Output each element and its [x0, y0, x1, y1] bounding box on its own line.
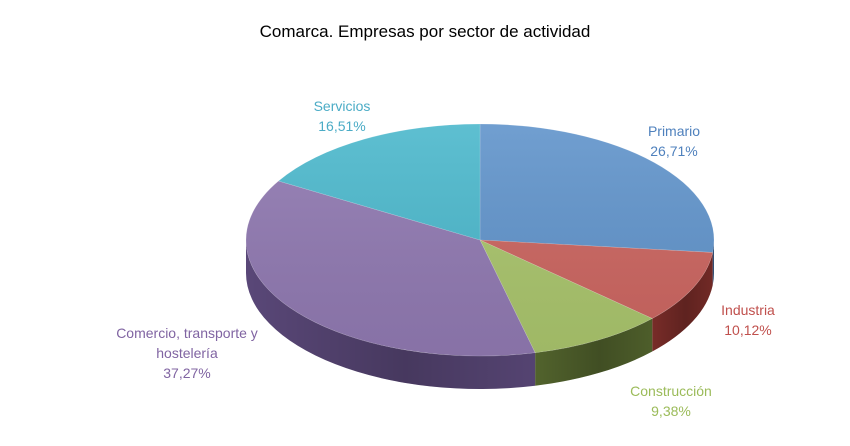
pie-sides — [246, 240, 714, 389]
data-label-comercio-transporte-y-hosteleria: Comercio, transporte y hostelería 37,27% — [116, 325, 258, 381]
chart-title: Comarca. Empresas por sector de activida… — [260, 22, 591, 41]
data-label-industria: Industria 10,12% — [721, 302, 775, 338]
data-label-value: 10,12% — [724, 322, 771, 338]
data-label-name: Comercio, transporte y — [116, 325, 258, 341]
data-label-name: Industria — [721, 302, 775, 318]
data-label-construccion: Construcción 9,38% — [630, 383, 712, 419]
data-label-value: 9,38% — [651, 403, 691, 419]
data-label-name: Construcción — [630, 383, 712, 399]
pie-side-shade-construccion — [535, 318, 653, 386]
pie-side-shade-primario — [712, 240, 714, 286]
data-label-name: Servicios — [314, 98, 371, 114]
data-label-value: 26,71% — [650, 143, 697, 159]
data-label-name: hostelería — [156, 345, 218, 361]
pie-labels: Primario 26,71% Industria 10,12% Construcció… — [116, 98, 775, 419]
pie-slices — [245, 123, 715, 357]
data-label-value: 16,51% — [318, 118, 365, 134]
data-label-servicios: Servicios 16,51% — [314, 98, 371, 134]
pie-side-shade-comercio-transporte-y-hosteleria — [246, 240, 536, 389]
data-label-primario: Primario 26,71% — [648, 123, 700, 159]
pie-top-sheen — [246, 124, 714, 356]
data-label-value: 37,27% — [163, 365, 210, 381]
pie-side-shade-industria — [652, 252, 713, 352]
data-label-name: Primario — [648, 123, 700, 139]
